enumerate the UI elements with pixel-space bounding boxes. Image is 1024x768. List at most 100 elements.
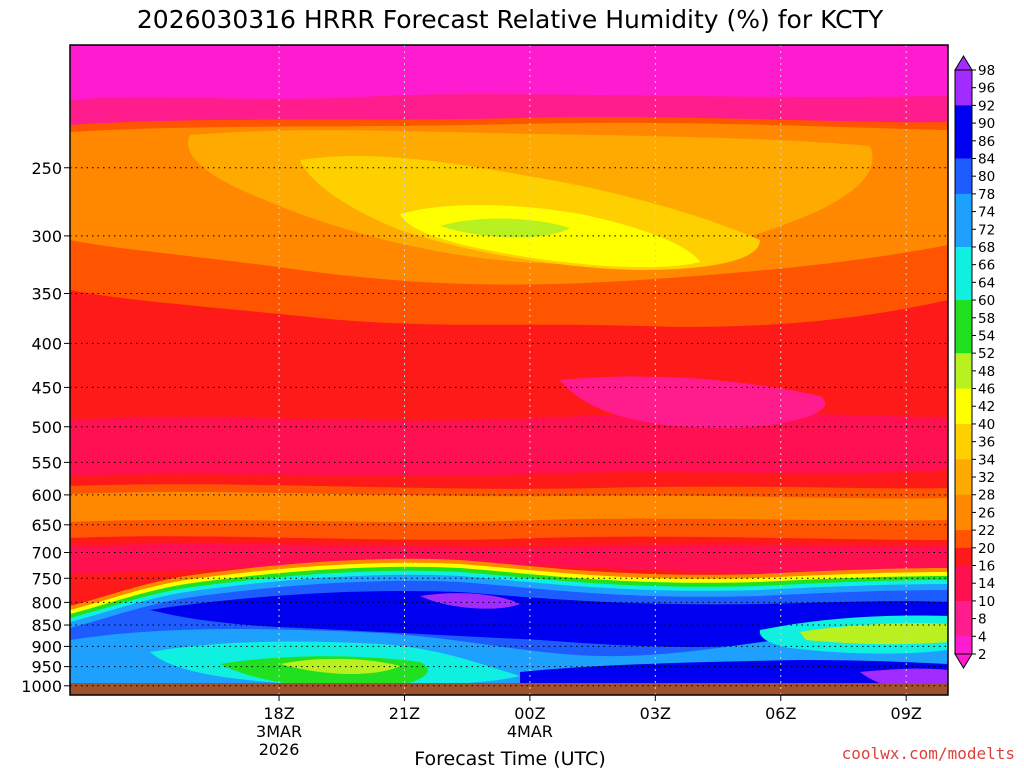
x-tick-label: 21Z xyxy=(389,704,420,723)
y-tick-label: 400 xyxy=(31,334,62,353)
colorbar-label: 74 xyxy=(978,205,995,221)
colorbar-label: 96 xyxy=(978,81,995,97)
colorbar-swatch xyxy=(955,459,972,478)
colorbar-label: 8 xyxy=(978,612,987,628)
y-tick-label: 750 xyxy=(31,569,62,588)
colorbar-label: 20 xyxy=(978,541,995,557)
colorbar-label: 42 xyxy=(978,399,995,415)
colorbar-label: 64 xyxy=(978,275,995,291)
colorbar-label: 72 xyxy=(978,222,995,238)
colorbar-label: 48 xyxy=(978,364,995,380)
colorbar-swatch xyxy=(955,70,972,89)
rh-band-moist-blue-dark xyxy=(150,590,948,647)
colorbar-label: 22 xyxy=(978,523,995,539)
colorbar-swatch xyxy=(955,583,972,602)
colorbar-swatch xyxy=(955,441,972,460)
x-tick-label: 09Z xyxy=(891,704,922,723)
colorbar-label: 28 xyxy=(978,488,995,504)
rh-band-east-green xyxy=(800,623,948,645)
colorbar-swatch xyxy=(955,335,972,354)
y-tick-label: 350 xyxy=(31,284,62,303)
colorbar-swatch xyxy=(955,317,972,336)
colorbar-swatch xyxy=(955,618,972,637)
colorbar-top-arrow xyxy=(954,55,973,71)
y-tick-label: 650 xyxy=(31,516,62,535)
x-tick-year: 2026 xyxy=(259,740,300,759)
colorbar-swatch xyxy=(955,158,972,177)
colorbar-swatch xyxy=(955,87,972,106)
colorbar-swatch xyxy=(955,246,972,266)
colorbar-swatch xyxy=(955,140,972,159)
colorbar-swatch xyxy=(955,547,972,567)
colorbar-swatch xyxy=(955,282,972,301)
rh-band-green-core xyxy=(440,218,570,238)
colorbar-swatch xyxy=(955,105,972,124)
colorbar-label: 90 xyxy=(978,116,995,132)
colorbar-label: 46 xyxy=(978,382,995,398)
rh-band-mid-pink xyxy=(560,376,826,429)
ground-bar xyxy=(70,683,948,695)
colorbar-swatch xyxy=(955,477,972,496)
rh-band-moist-purple xyxy=(420,593,520,609)
x-tick-date: 4MAR xyxy=(507,722,553,741)
y-tick-label: 550 xyxy=(31,453,62,472)
colorbar-label: 36 xyxy=(978,435,995,451)
colorbar-swatch xyxy=(955,264,972,283)
colorbar-swatch xyxy=(955,229,972,248)
colorbar-label: 2 xyxy=(978,647,987,663)
colorbar-label: 32 xyxy=(978,470,995,486)
colorbar-bottom-arrow xyxy=(954,653,973,669)
colorbar-label: 4 xyxy=(978,629,987,645)
colorbar-swatch xyxy=(955,353,972,372)
colorbar-swatch xyxy=(955,494,972,513)
credit-text: coolwx.com/modelts xyxy=(842,744,1015,763)
colorbar-swatch xyxy=(955,193,972,213)
x-axis-label: Forecast Time (UTC) xyxy=(414,748,605,768)
colorbar-label: 10 xyxy=(978,594,995,610)
chart-title: 2026030316 HRRR Forecast Relative Humidi… xyxy=(137,5,884,34)
y-tick-label: 500 xyxy=(31,418,62,437)
colorbar-label: 78 xyxy=(978,187,995,203)
colorbar-label: 34 xyxy=(978,452,995,468)
grid-lines xyxy=(70,45,948,695)
colorbar-label: 68 xyxy=(978,240,995,256)
rh-field xyxy=(70,45,948,695)
rh-band-mid-crimson xyxy=(70,413,948,476)
y-tick-label: 800 xyxy=(31,593,62,612)
x-tick-label: 06Z xyxy=(765,704,796,723)
colorbar-swatch xyxy=(955,388,972,407)
colorbar-swatch xyxy=(955,423,972,443)
colorbar-frame xyxy=(954,69,973,655)
colorbar-swatch xyxy=(955,530,972,549)
pressure-axis: 250 300 350 400 450 500 550 600 650 700 750 800 850 9… xyxy=(21,159,70,696)
y-tick-label: 900 xyxy=(31,637,62,656)
y-tick-label: 950 xyxy=(31,658,62,677)
colorbar-swatch xyxy=(955,636,972,655)
colorbar-swatch xyxy=(955,300,972,319)
colorbar-label: 54 xyxy=(978,328,995,344)
y-tick-label: 450 xyxy=(31,378,62,397)
colorbar-label: 60 xyxy=(978,293,995,309)
x-tick-label: 00Z xyxy=(514,704,545,723)
colorbar-swatch xyxy=(955,406,972,425)
colorbar-label: 66 xyxy=(978,258,995,274)
y-tick-label: 300 xyxy=(31,227,62,246)
colorbar-swatch xyxy=(955,176,972,195)
y-tick-label: 700 xyxy=(31,543,62,562)
colorbar-swatch xyxy=(955,512,972,531)
y-tick-label: 600 xyxy=(31,486,62,505)
colorbar-swatch xyxy=(955,370,972,390)
x-tick-date: 3MAR xyxy=(256,722,302,741)
colorbar-label: 26 xyxy=(978,505,995,521)
y-tick-label: 250 xyxy=(31,159,62,178)
plot-frame xyxy=(69,44,949,696)
colorbar-label: 58 xyxy=(978,311,995,327)
colorbar-swatch xyxy=(955,565,972,584)
rh-band-660-orange-light xyxy=(70,492,948,522)
colorbar-label: 80 xyxy=(978,169,995,185)
x-tick-label: 18Z xyxy=(263,704,294,723)
colorbar-label: 40 xyxy=(978,417,995,433)
x-tick-label: 03Z xyxy=(640,704,671,723)
